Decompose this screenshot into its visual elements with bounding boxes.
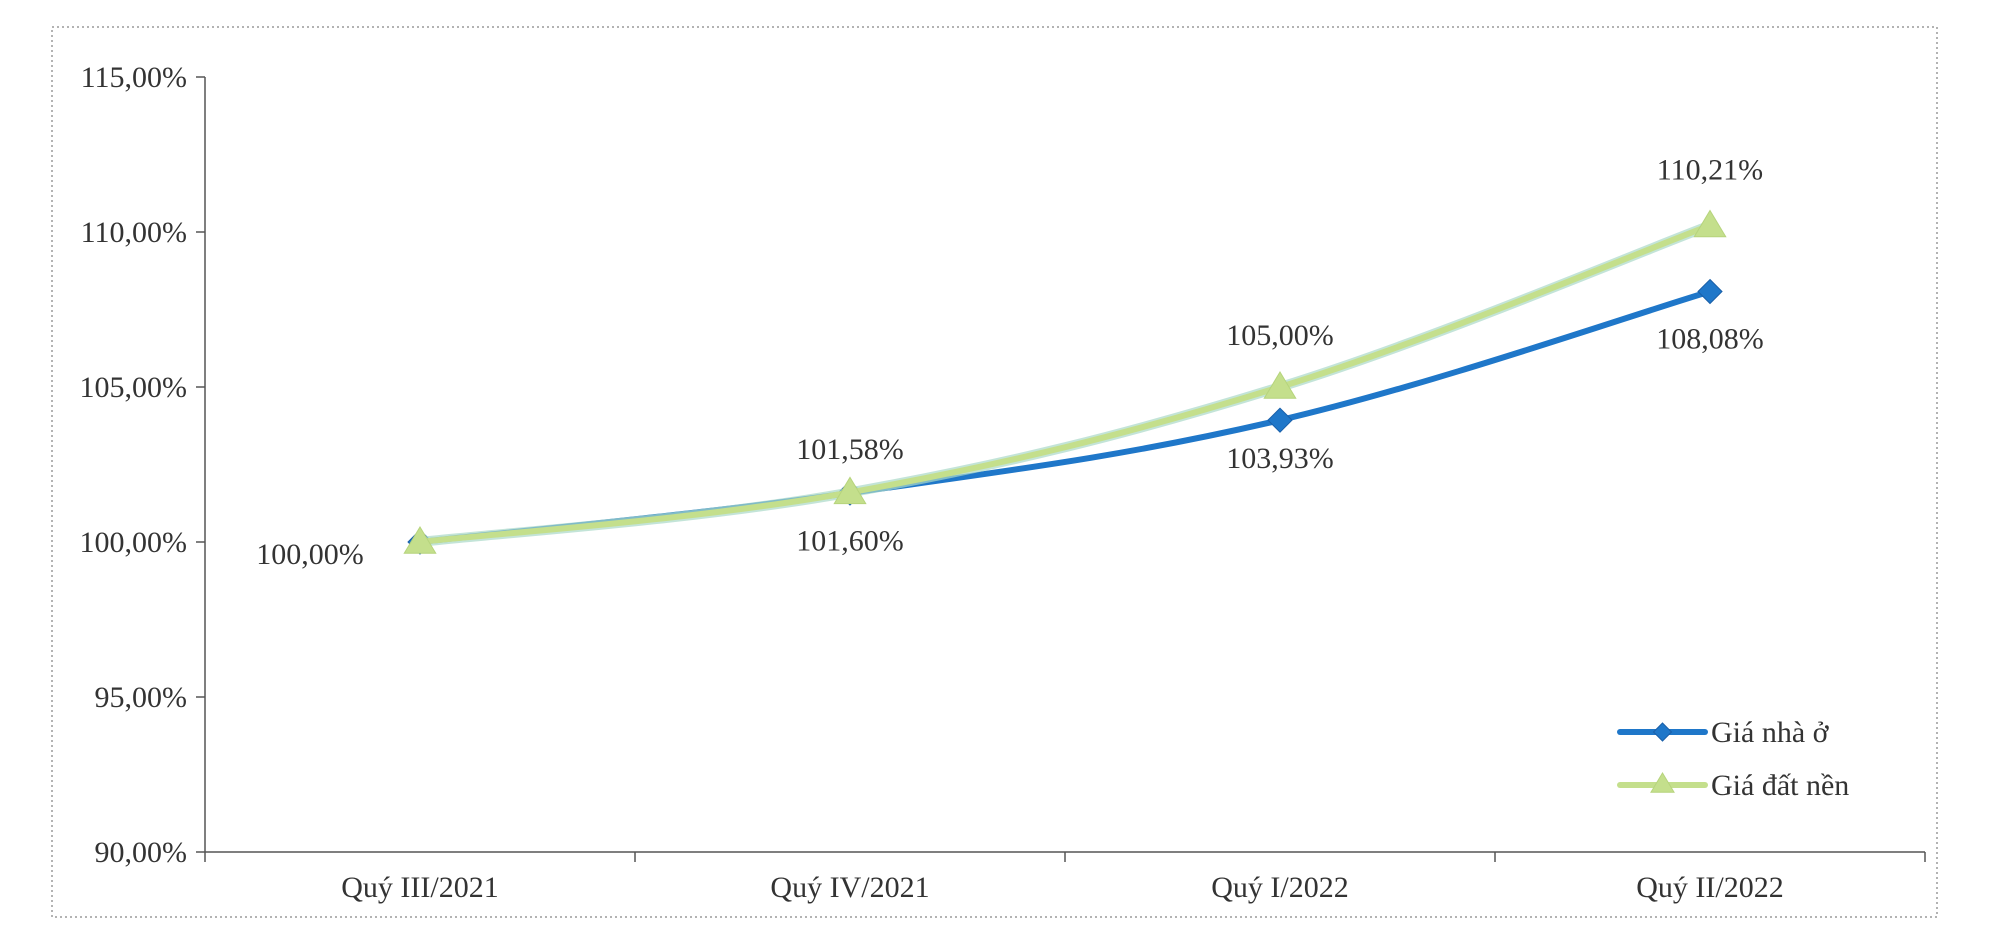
x-tick-label: Quý II/2022 [1636, 871, 1783, 904]
data-label: 101,60% [796, 524, 904, 557]
legend: Giá nhà ở Giá đất nền [1617, 716, 1849, 802]
x-tick-label: Quý I/2022 [1211, 871, 1349, 904]
y-tick-label: 110,00% [81, 216, 187, 249]
series-gia-nha-o [407, 278, 1723, 555]
chart-frame [51, 26, 1938, 918]
x-axis: Quý III/2021 Quý IV/2021 Quý I/2022 Quý II/… [204, 851, 1926, 904]
series-gia-dat-nen [403, 209, 1727, 554]
data-label: 101,58% [796, 433, 904, 466]
legend-marker-diamond [1652, 722, 1673, 742]
data-point-triangle [833, 476, 867, 505]
legend-marker-triangle [1650, 772, 1675, 793]
y-tick-label: 105,00% [80, 371, 188, 404]
y-tick-label: 100,00% [80, 526, 188, 559]
x-tick-label: Quý III/2021 [341, 871, 498, 904]
data-label: 108,08% [1656, 323, 1764, 356]
data-label: 105,00% [1226, 319, 1334, 352]
y-tick-label: 90,00% [95, 836, 188, 869]
data-point-triangle [403, 526, 437, 554]
legend-label: Giá đất nền [1711, 769, 1849, 802]
x-tick-label: Quý IV/2021 [770, 871, 929, 904]
data-label: 100,00% [256, 538, 364, 571]
legend-label: Giá nhà ở [1711, 716, 1830, 749]
y-axis: 90,00% 95,00% 100,00% 105,00% 110,00% 115,00% [80, 61, 206, 869]
y-tick-label: 95,00% [95, 681, 188, 714]
series-line [417, 222, 1713, 545]
data-labels: 101,58% 103,93% 108,08% 100,00% 101,60% 105,0… [256, 153, 1764, 571]
data-point-triangle [1263, 371, 1297, 399]
series-line-shadow [415, 220, 1715, 547]
series-line [417, 288, 1713, 545]
data-label: 110,21% [1657, 153, 1763, 186]
data-label: 103,93% [1226, 442, 1334, 475]
data-point-diamond [1697, 278, 1723, 305]
data-point-diamond [1267, 407, 1293, 433]
data-point-triangle [1693, 209, 1727, 238]
y-tick-label: 115,00% [81, 61, 187, 94]
series-layer [403, 209, 1727, 555]
